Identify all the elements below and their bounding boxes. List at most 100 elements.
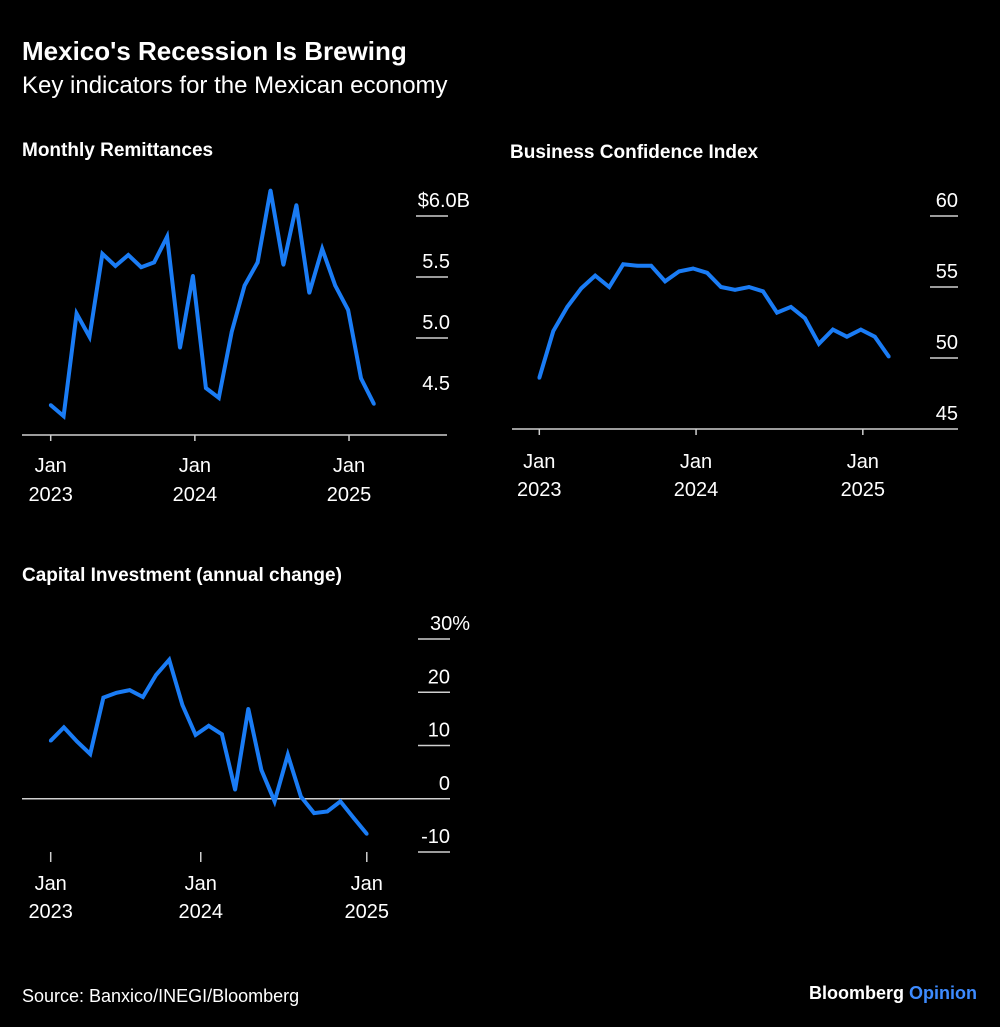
x-tick-label-month: Jan <box>333 455 365 477</box>
x-tick-label-month: Jan <box>680 451 712 473</box>
x-tick-label-month: Jan <box>35 455 67 477</box>
data-point <box>761 289 765 294</box>
y-tick-label: 20 <box>428 666 450 688</box>
data-point <box>607 285 611 289</box>
data-point <box>887 354 891 359</box>
data-point <box>579 286 584 291</box>
x-tick-label-month: Jan <box>179 455 211 477</box>
y-tick-label: 50 <box>936 332 958 354</box>
y-tick-label: 45 <box>936 403 958 425</box>
data-point <box>859 327 863 332</box>
data-point <box>747 285 751 289</box>
x-tick-label-month: Jan <box>185 873 217 895</box>
x-tick-label-month: Jan <box>523 451 555 473</box>
data-point <box>113 264 118 268</box>
data-point <box>100 252 105 256</box>
data-point <box>325 809 330 814</box>
y-tick-label: -10 <box>421 826 450 848</box>
data-point <box>372 402 376 406</box>
x-tick-label-month: Jan <box>351 873 383 895</box>
data-point <box>62 725 66 730</box>
data-point <box>165 234 169 239</box>
data-point <box>127 688 132 692</box>
chart-title-capital-investment: Capital Investment (annual change) <box>22 565 342 586</box>
chart-title-remittances: Monthly Remittances <box>22 140 213 161</box>
x-tick-label-year: 2025 <box>841 479 886 501</box>
data-point <box>719 285 723 289</box>
data-point <box>346 308 350 312</box>
data-point <box>114 690 119 695</box>
data-point <box>272 799 277 804</box>
y-tick-label: 5.0 <box>422 312 450 334</box>
y-tick-label: 60 <box>936 190 958 212</box>
data-point <box>87 334 92 339</box>
data-point <box>663 279 667 284</box>
data-point <box>789 305 793 309</box>
data-point <box>191 273 195 278</box>
data-point <box>312 811 316 815</box>
data-point <box>246 706 251 711</box>
page-subtitle: Key indicators for the Mexican economy <box>22 72 448 99</box>
data-point <box>537 376 542 380</box>
data-point <box>299 794 303 799</box>
data-point <box>817 342 821 346</box>
x-tick-label-year: 2025 <box>327 484 372 506</box>
data-point <box>593 273 598 278</box>
data-point <box>351 816 356 820</box>
data-point <box>74 311 79 316</box>
data-point <box>565 305 570 309</box>
data-point <box>320 247 325 251</box>
data-point <box>831 327 835 332</box>
data-point <box>204 386 208 390</box>
y-tick-label: 10 <box>428 720 450 742</box>
data-point <box>733 288 737 292</box>
x-tick-label-year: 2023 <box>28 484 73 506</box>
data-point <box>233 787 237 792</box>
data-point <box>154 673 158 677</box>
x-tick-label-month: Jan <box>847 451 879 473</box>
data-point <box>338 799 343 804</box>
data-point <box>178 345 182 350</box>
data-point <box>242 283 247 288</box>
x-tick-label-year: 2023 <box>28 901 73 923</box>
data-point <box>551 329 556 333</box>
data-point <box>705 271 709 275</box>
x-tick-label-month: Jan <box>35 873 67 895</box>
source-note: Source: Banxico/INEGI/Bloomberg <box>22 986 299 1006</box>
data-point <box>48 403 53 407</box>
x-tick-label-year: 2024 <box>178 901 223 923</box>
data-point <box>307 291 312 295</box>
data-point <box>677 269 681 274</box>
data-point <box>259 768 264 772</box>
page-title: Mexico's Recession Is Brewing <box>22 36 407 66</box>
business-confidence-chart: 60 55 50 45 Jan 2023 Jan 2024 Jan 2025 <box>512 190 958 501</box>
data-point <box>364 832 369 836</box>
data-point <box>180 703 185 707</box>
data-point <box>139 265 144 270</box>
data-point <box>126 253 131 257</box>
data-point <box>775 310 779 315</box>
data-point <box>255 260 260 265</box>
brand-logo: Bloomberg Opinion <box>809 983 977 1003</box>
data-point <box>294 203 299 207</box>
data-point <box>141 695 145 699</box>
data-point <box>359 376 363 381</box>
data-point <box>216 395 221 400</box>
data-point <box>220 732 224 737</box>
y-tick-label: $6.0B <box>418 190 470 212</box>
series-line <box>537 262 891 379</box>
series-line <box>49 655 369 836</box>
data-point <box>152 260 156 265</box>
data-point <box>649 263 653 268</box>
data-point <box>845 334 849 339</box>
data-point <box>621 262 625 267</box>
brand-name: Bloomberg <box>809 983 904 1003</box>
y-tick-label: 30% <box>430 613 470 635</box>
y-tick-label: 4.5 <box>422 373 450 395</box>
x-tick-label-year: 2024 <box>173 484 218 506</box>
data-point <box>75 739 79 744</box>
data-point <box>48 738 53 743</box>
y-tick-label: 5.5 <box>422 251 450 273</box>
y-tick-label: 55 <box>936 261 958 283</box>
